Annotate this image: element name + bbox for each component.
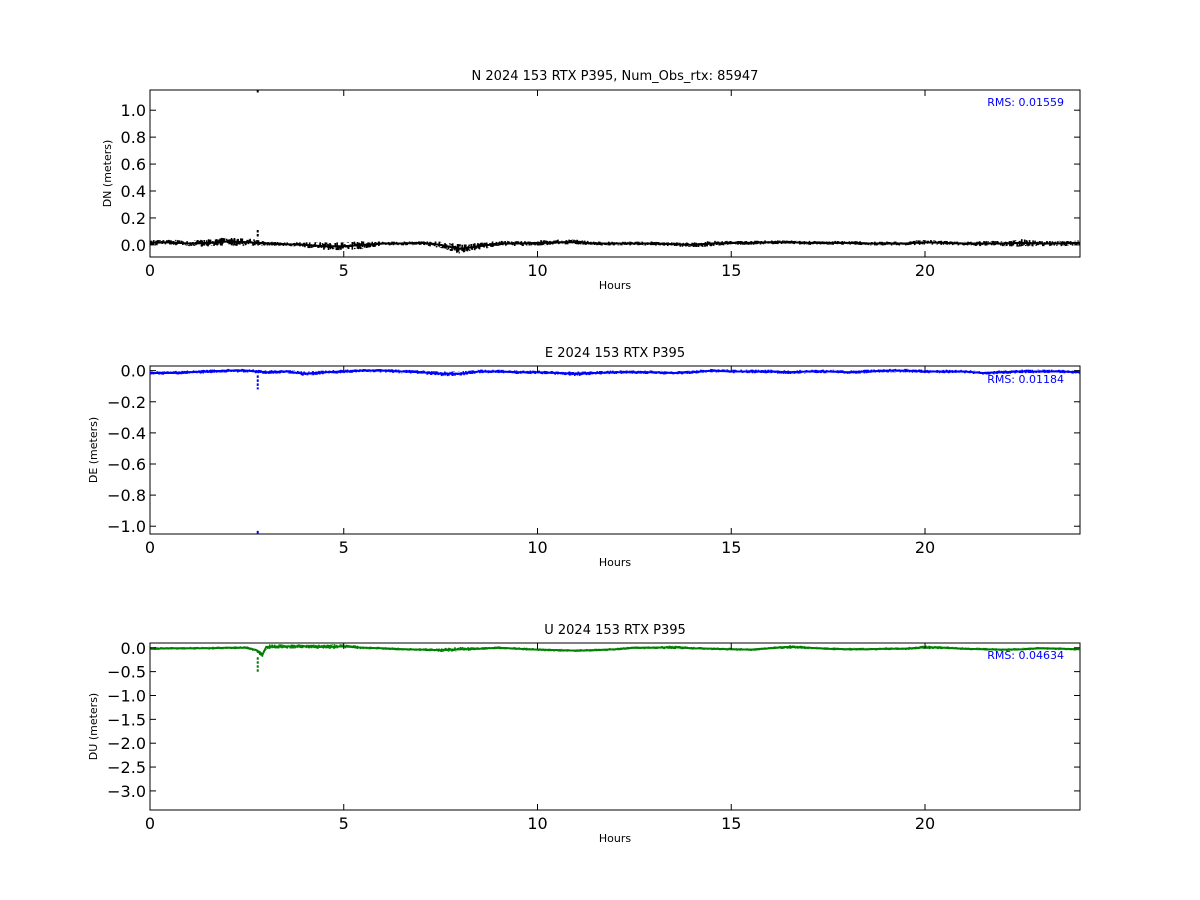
up-x-tick-label: 20 xyxy=(915,814,935,833)
north-y-tick-label: 0.8 xyxy=(121,128,146,147)
east-x-axis: 0 5 10 15 20 xyxy=(145,366,935,557)
north-series-line xyxy=(150,240,1080,250)
north-x-tick-label: 5 xyxy=(339,261,349,280)
east-plot-frame xyxy=(149,365,1081,535)
east-y-tick-label: −0.6 xyxy=(107,455,146,474)
east-panel-title: E 2024 153 RTX P395 xyxy=(545,346,685,361)
up-x-axis: 0 5 10 15 20 xyxy=(145,643,935,833)
east-x-tick-label: 5 xyxy=(339,538,349,557)
up-y-tick-label: −2.5 xyxy=(107,758,146,777)
east-panel: E 2024 153 RTX P395 0.0 −0.2 −0.4 −0.6 −0.8 −… xyxy=(87,346,1081,569)
east-y-axis-label: DE (meters) xyxy=(87,417,100,483)
up-x-tick-label: 15 xyxy=(721,814,741,833)
north-data-marks xyxy=(150,90,1080,254)
north-y-tick-label: 0.6 xyxy=(121,155,146,174)
north-x-tick-label: 10 xyxy=(527,261,547,280)
up-rms-annotation: RMS: 0.04634 xyxy=(987,649,1064,662)
north-panel-title: N 2024 153 RTX P395, Num_Obs_rtx: 85947 xyxy=(472,69,759,84)
up-y-tick-label: 0.0 xyxy=(121,639,146,658)
east-x-tick-label: 15 xyxy=(721,538,741,557)
north-plot-frame xyxy=(149,89,1081,258)
north-y-tick-label: 0.0 xyxy=(121,236,146,255)
north-y-axis-label: DN (meters) xyxy=(101,140,114,208)
east-y-tick-label: 0.0 xyxy=(121,362,146,381)
up-y-tick-label: −1.0 xyxy=(107,686,146,705)
north-panel: N 2024 153 RTX P395, Num_Obs_rtx: 85947 … xyxy=(101,69,1081,292)
east-x-tick-label: 10 xyxy=(527,538,547,557)
up-y-tick-label: −0.5 xyxy=(107,663,146,682)
east-rms-annotation: RMS: 0.01184 xyxy=(987,373,1064,386)
up-x-tick-label: 0 xyxy=(145,814,155,833)
east-y-axis: 0.0 −0.2 −0.4 −0.6 −0.8 −1.0 xyxy=(107,362,1080,536)
up-y-tick-label: −1.5 xyxy=(107,710,146,729)
north-y-tick-label: 0.4 xyxy=(121,182,146,201)
east-x-tick-label: 20 xyxy=(915,538,935,557)
up-y-tick-label: −2.0 xyxy=(107,734,146,753)
north-y-tick-label: 1.0 xyxy=(121,101,146,120)
east-y-tick-label: −0.2 xyxy=(107,393,146,412)
up-plot-frame xyxy=(149,642,1081,811)
up-panel-title: U 2024 153 RTX P395 xyxy=(544,623,686,638)
north-x-axis-label: Hours xyxy=(599,279,631,292)
up-y-axis-label: DU (meters) xyxy=(87,693,100,760)
east-y-tick-label: −0.4 xyxy=(107,424,146,443)
north-rms-annotation: RMS: 0.01559 xyxy=(987,96,1064,109)
up-x-tick-label: 10 xyxy=(527,814,547,833)
north-x-tick-label: 0 xyxy=(145,261,155,280)
up-y-axis: 0.0 −0.5 −1.0 −1.5 −2.0 −2.5 −3.0 xyxy=(107,639,1080,801)
north-x-axis: 0 5 10 15 20 xyxy=(145,90,935,280)
east-x-tick-label: 0 xyxy=(145,538,155,557)
east-y-tick-label: −1.0 xyxy=(107,517,146,536)
up-series-line xyxy=(150,645,1080,657)
east-y-tick-label: −0.8 xyxy=(107,486,146,505)
up-x-tick-label: 5 xyxy=(339,814,349,833)
east-x-axis-label: Hours xyxy=(599,556,631,569)
north-x-tick-label: 15 xyxy=(721,261,741,280)
north-y-axis: 0.0 0.2 0.4 0.6 0.8 1.0 xyxy=(121,101,1080,255)
north-x-tick-label: 20 xyxy=(915,261,935,280)
north-y-tick-label: 0.2 xyxy=(121,209,146,228)
up-x-axis-label: Hours xyxy=(599,832,631,845)
up-y-tick-label: −3.0 xyxy=(107,782,146,801)
up-panel: U 2024 153 RTX P395 0.0 −0.5 −1.0 −1.5 −2.0 −… xyxy=(87,623,1081,845)
